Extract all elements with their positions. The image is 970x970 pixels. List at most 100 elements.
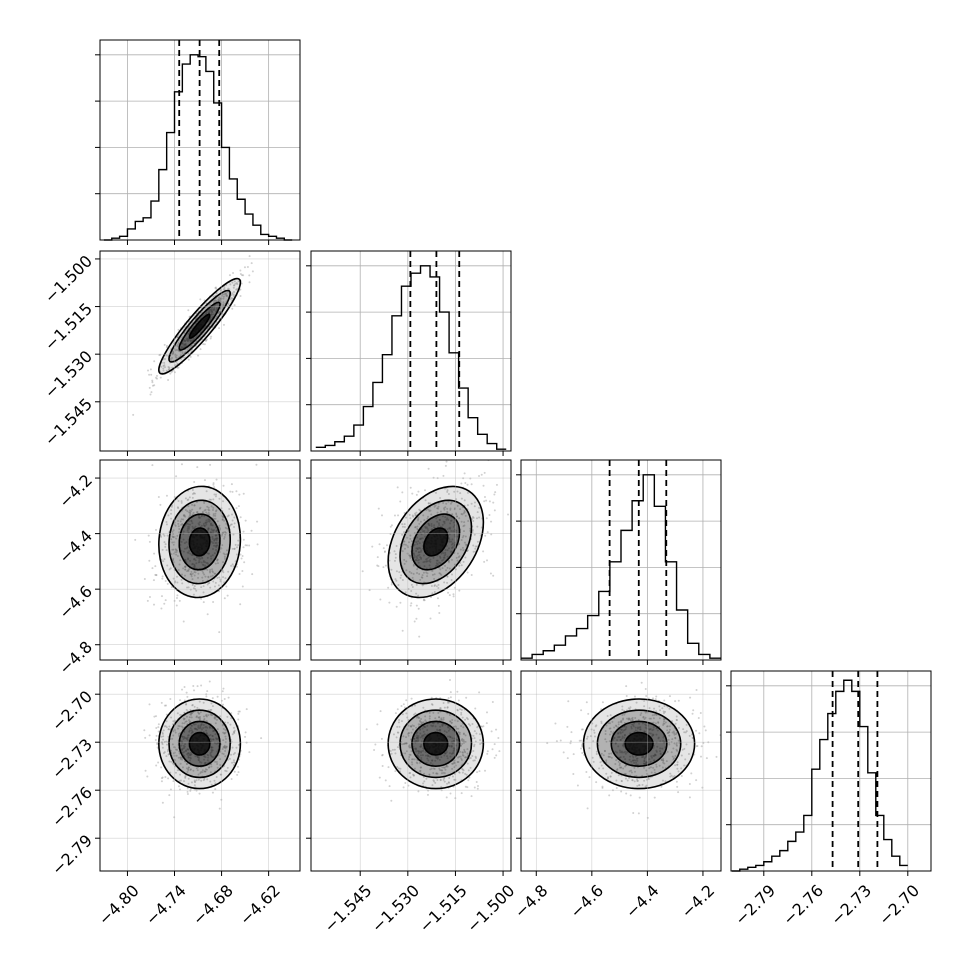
sample-point [176,534,179,537]
sample-point [637,812,640,815]
sample-point [446,706,449,709]
sample-point [224,577,227,580]
sample-point [198,559,201,562]
sample-point [167,753,170,756]
sample-point [177,733,180,736]
sample-point [185,708,188,711]
contour-line [188,527,211,557]
sample-point [187,748,190,751]
sample-point [163,534,166,537]
sample-point [566,725,569,728]
sample-point [411,763,414,766]
sample-point [498,750,501,753]
sample-point [443,564,446,567]
sample-point [184,565,187,568]
sample-point [638,796,641,799]
sample-point [179,762,182,765]
sample-point [434,759,437,762]
sample-point [410,761,413,764]
sample-point [619,756,622,759]
sample-point [447,560,450,563]
sample-point [457,699,460,702]
sample-point [180,500,183,503]
sample-point [193,727,196,730]
sample-point [622,744,625,747]
sample-point [648,728,651,731]
sample-point [213,779,216,782]
sample-point [419,509,422,512]
sample-point [170,371,173,374]
sample-point [176,581,179,584]
sample-point [205,312,208,315]
sample-point [422,734,425,737]
sample-point [675,719,678,722]
sample-point [193,563,196,566]
sample-point [224,533,227,536]
sample-point [210,335,213,338]
sample-point [473,737,476,740]
sample-point [184,743,187,746]
sample-point [459,744,462,747]
sample-point [196,466,199,469]
sample-point [183,343,186,346]
sample-point [429,617,432,620]
sample-point [170,512,173,515]
sample-point [193,492,196,495]
sample-point [453,747,456,750]
sample-point [444,569,447,572]
sample-point [464,556,467,559]
sample-point [196,755,199,758]
sample-point [408,732,411,735]
sample-point [209,771,212,774]
sample-point [384,564,387,567]
sample-point [587,712,590,715]
sample-point [586,807,589,810]
sample-point [237,718,240,721]
sample-point [461,513,464,516]
sample-point [674,722,677,725]
sample-point [433,505,436,508]
sample-point [635,757,638,760]
sample-point [169,698,172,701]
sample-point [424,535,427,538]
sample-point [209,753,212,756]
sample-point [630,717,633,720]
sample-point [448,538,451,541]
sample-point [215,548,218,551]
sample-point [675,743,678,746]
sample-point [438,729,441,732]
sample-point [234,282,237,285]
sample-point [223,535,226,538]
sample-point [202,524,205,527]
sample-point [183,547,186,550]
sample-point [218,297,221,300]
sample-point [490,520,493,523]
sample-point [468,776,471,779]
sample-point [235,282,238,285]
sample-point [211,311,214,314]
sample-point [635,761,638,764]
sample-point [412,564,415,567]
sample-point [655,727,658,730]
sample-point [589,735,592,738]
sample-point [219,307,222,310]
sample-point [450,530,453,533]
x-tick-label: −4.74 [142,881,190,929]
sample-point [170,760,173,763]
sample-point [215,292,218,295]
sample-point [222,739,225,742]
sample-point [199,506,202,509]
sample-point [420,757,423,760]
sample-point [187,766,190,769]
sample-point [417,594,420,597]
sample-point [230,293,233,296]
sample-point [189,768,192,771]
sample-point [186,529,189,532]
sample-point [476,771,479,774]
sample-point [179,779,182,782]
sample-point [198,521,201,524]
sample-point [188,550,191,553]
sample-point [601,701,604,704]
sample-point [554,722,557,725]
sample-point [415,739,418,742]
